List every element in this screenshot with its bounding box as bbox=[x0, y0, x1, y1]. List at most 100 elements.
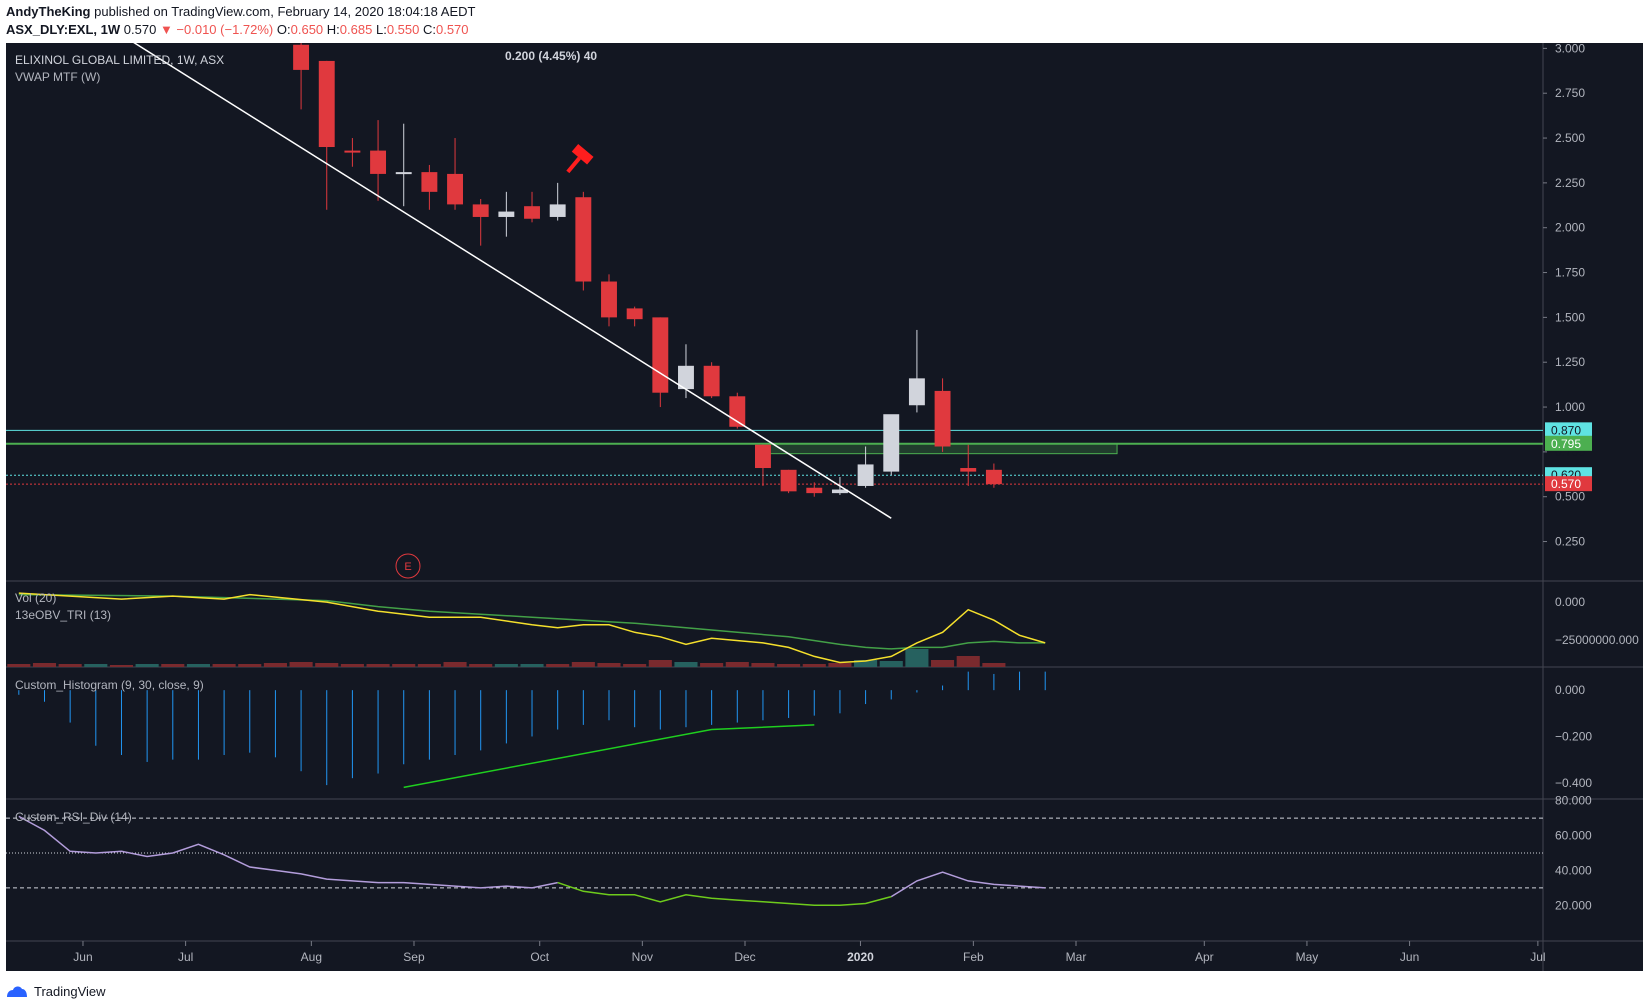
price-label-badge[interactable]: 0.795 bbox=[1545, 435, 1592, 451]
candle-body bbox=[652, 317, 669, 393]
volume-bar bbox=[58, 664, 82, 667]
volume-bar bbox=[135, 664, 159, 667]
open-label: O: bbox=[276, 22, 291, 37]
candle-body bbox=[806, 487, 823, 494]
price-axis[interactable]: 3.000 2.750 2.500 2.250 2.000 1.750 1.500 1.250… bbox=[1543, 41, 1639, 912]
candle[interactable] bbox=[472, 199, 489, 246]
time-tick-label: Jun bbox=[1400, 950, 1419, 964]
volume-bar bbox=[956, 656, 980, 667]
badge-label: 0.870 bbox=[1551, 423, 1581, 437]
rsi-tick-label: 40.000 bbox=[1555, 863, 1592, 877]
rsi-tick-label: 60.000 bbox=[1555, 829, 1592, 843]
candle[interactable] bbox=[934, 378, 951, 452]
volume-bar bbox=[289, 662, 313, 667]
candle-body bbox=[421, 172, 438, 192]
low-value: 0.550 bbox=[386, 22, 420, 37]
candle[interactable] bbox=[754, 444, 771, 486]
candle-body bbox=[678, 365, 694, 390]
candle[interactable] bbox=[626, 306, 643, 327]
volume-bar bbox=[469, 664, 493, 667]
time-tick-label: Sep bbox=[403, 950, 425, 964]
volume-tick-label: −25000000.000 bbox=[1555, 633, 1639, 647]
candle[interactable] bbox=[729, 392, 746, 429]
candle-body bbox=[498, 211, 515, 217]
candle-body bbox=[934, 390, 951, 447]
candle[interactable] bbox=[857, 446, 874, 488]
time-axis[interactable]: Jun Jul Aug Sep Oct Nov Dec 2020 Feb Mar Apr May Jun… bbox=[73, 941, 1546, 964]
low-label: L: bbox=[375, 22, 387, 37]
event-label: E bbox=[404, 561, 411, 573]
candle-body bbox=[447, 173, 463, 205]
candle-body bbox=[370, 150, 387, 174]
candle[interactable] bbox=[421, 164, 438, 210]
price-pane[interactable]: E bbox=[6, 39, 1543, 579]
candle-body bbox=[549, 204, 566, 217]
price-tick-label: 1.750 bbox=[1555, 266, 1585, 280]
candle[interactable] bbox=[985, 463, 1002, 488]
candle[interactable] bbox=[447, 138, 463, 210]
rsi-label: Custom_RSI_Div (14) bbox=[15, 810, 132, 824]
price-tick-label: 2.500 bbox=[1555, 131, 1585, 145]
price-label-badge[interactable]: 0.570 bbox=[1545, 476, 1592, 492]
candle-body bbox=[780, 469, 797, 492]
price-tick-label: 1.500 bbox=[1555, 310, 1585, 324]
author-name[interactable]: AndyTheKing bbox=[6, 4, 91, 19]
volume-bar bbox=[777, 664, 801, 667]
gavel-head bbox=[571, 143, 594, 165]
price-label-badge[interactable]: 0.870 bbox=[1545, 422, 1592, 438]
rsi-divergence-line bbox=[557, 881, 892, 907]
time-tick-label: Apr bbox=[1195, 950, 1214, 964]
candle-body bbox=[626, 308, 643, 320]
chart-background bbox=[6, 43, 1643, 971]
histogram-pane[interactable] bbox=[18, 671, 1046, 789]
time-tick-label: Mar bbox=[1066, 950, 1087, 964]
candle[interactable] bbox=[883, 414, 900, 476]
rsi-line bbox=[890, 871, 1046, 898]
candle[interactable] bbox=[908, 329, 925, 413]
candle[interactable] bbox=[524, 191, 540, 223]
candle[interactable] bbox=[652, 317, 669, 408]
earnings-event-marker[interactable]: E bbox=[395, 553, 421, 579]
candle[interactable] bbox=[575, 191, 592, 291]
candle-body bbox=[960, 468, 977, 472]
candle[interactable] bbox=[318, 60, 335, 210]
footer: TradingView bbox=[6, 980, 106, 1002]
candle[interactable] bbox=[780, 469, 797, 494]
volume-bar bbox=[238, 664, 262, 667]
volume-pane[interactable] bbox=[7, 592, 1046, 667]
volume-bar bbox=[84, 664, 108, 667]
volume-bar bbox=[443, 662, 467, 667]
candle[interactable] bbox=[498, 191, 515, 237]
candle[interactable] bbox=[806, 482, 823, 497]
candle[interactable] bbox=[344, 138, 361, 167]
candle[interactable] bbox=[601, 274, 617, 327]
volume-bar bbox=[802, 664, 826, 667]
candle[interactable] bbox=[293, 39, 310, 110]
time-tick-label: Aug bbox=[301, 950, 322, 964]
volume-bar bbox=[751, 663, 775, 667]
volume-bar bbox=[931, 660, 955, 667]
close-label: C: bbox=[422, 22, 436, 37]
volume-bar bbox=[905, 649, 929, 667]
rsi-pane[interactable] bbox=[6, 815, 1543, 907]
volume-bar bbox=[263, 663, 287, 667]
candle-body bbox=[344, 150, 361, 153]
time-tick-label: Jul bbox=[178, 950, 193, 964]
chart-title: ELIXINOL GLOBAL LIMITED, 1W, ASX bbox=[15, 53, 224, 67]
candle[interactable] bbox=[370, 120, 387, 201]
candle[interactable] bbox=[960, 444, 977, 486]
time-tick-label: Feb bbox=[963, 950, 984, 964]
price-tick-label: 2.250 bbox=[1555, 176, 1585, 190]
tradingview-logo-icon[interactable] bbox=[6, 984, 28, 998]
candle[interactable] bbox=[549, 182, 566, 221]
candle-body bbox=[524, 206, 540, 219]
brand-name[interactable]: TradingView bbox=[34, 983, 106, 999]
volume-bar bbox=[623, 664, 647, 667]
candle-body bbox=[754, 444, 771, 469]
candle[interactable] bbox=[703, 362, 720, 399]
candle[interactable] bbox=[395, 123, 412, 207]
measure-annotation: 0.200 (4.45%) 40 bbox=[505, 49, 597, 63]
time-tick-label: Jul bbox=[1530, 950, 1545, 964]
